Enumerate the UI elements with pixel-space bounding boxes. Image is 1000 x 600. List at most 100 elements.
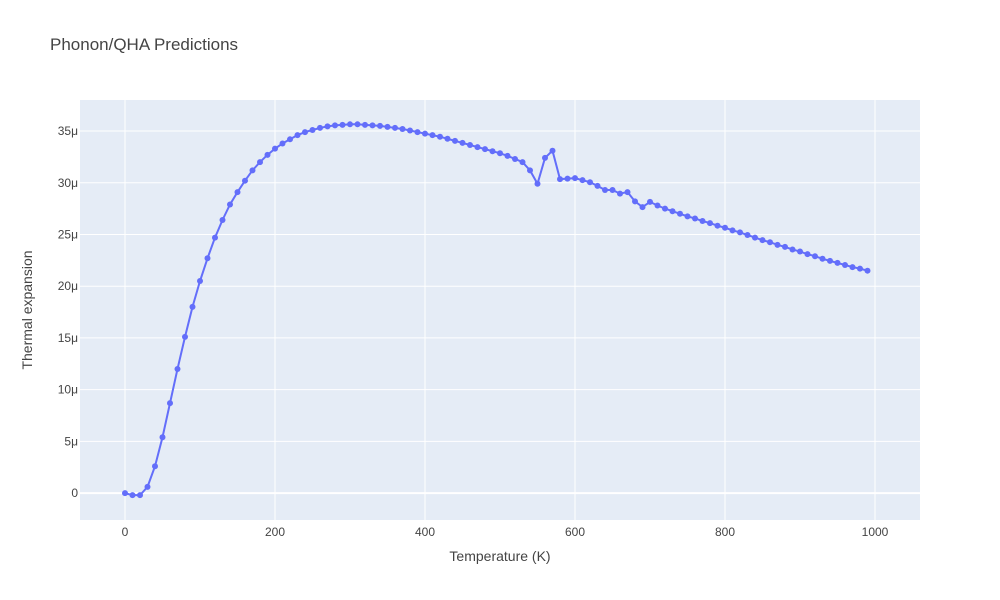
data-point bbox=[512, 155, 518, 162]
data-point bbox=[309, 127, 316, 133]
data-point bbox=[204, 255, 211, 262]
data-point bbox=[797, 248, 803, 255]
data-point bbox=[317, 124, 323, 131]
data-point bbox=[392, 124, 398, 131]
data-point bbox=[257, 159, 263, 166]
data-point bbox=[752, 234, 758, 241]
data-point bbox=[399, 125, 406, 132]
data-point bbox=[122, 490, 128, 497]
x-tick-label: 800 bbox=[715, 525, 735, 539]
data-point bbox=[774, 241, 781, 248]
data-point bbox=[849, 264, 856, 271]
data-point bbox=[302, 129, 308, 136]
data-point bbox=[759, 237, 766, 244]
y-axis-title: Thermal expansion bbox=[19, 250, 35, 369]
data-point bbox=[587, 179, 593, 186]
data-point bbox=[369, 122, 376, 129]
data-point bbox=[197, 278, 203, 285]
data-point bbox=[624, 189, 631, 196]
data-point bbox=[362, 121, 368, 128]
data-point bbox=[294, 132, 301, 139]
y-tick-label: 20μ bbox=[58, 279, 78, 293]
data-point bbox=[804, 251, 811, 258]
data-point bbox=[129, 492, 136, 499]
data-point bbox=[347, 121, 353, 128]
data-point bbox=[212, 234, 218, 241]
x-axis-title: Temperature (K) bbox=[449, 548, 550, 564]
data-point bbox=[234, 189, 241, 196]
data-point bbox=[542, 154, 548, 161]
data-point bbox=[429, 132, 436, 139]
data-point bbox=[609, 187, 616, 193]
data-point bbox=[842, 262, 848, 268]
y-tick-label: 10μ bbox=[58, 383, 78, 397]
x-tick-label: 200 bbox=[265, 525, 285, 539]
data-point bbox=[834, 259, 841, 266]
data-point bbox=[557, 176, 563, 183]
data-point bbox=[692, 215, 698, 222]
data-point bbox=[152, 463, 158, 470]
data-point bbox=[654, 202, 661, 209]
data-point bbox=[519, 159, 526, 166]
data-point bbox=[617, 190, 623, 197]
data-point bbox=[332, 122, 338, 129]
data-point bbox=[594, 182, 601, 189]
data-point bbox=[497, 150, 503, 157]
data-point bbox=[227, 201, 233, 208]
data-point bbox=[662, 205, 668, 212]
series-line bbox=[124, 123, 868, 497]
data-point bbox=[767, 239, 773, 246]
data-point bbox=[467, 142, 473, 148]
data-point bbox=[377, 122, 383, 129]
data-point bbox=[159, 434, 166, 441]
x-axis-ticks: 0 200 400 600 800 1000 bbox=[122, 525, 889, 539]
data-point bbox=[579, 177, 586, 184]
data-point bbox=[782, 243, 788, 250]
y-tick-label: 30μ bbox=[58, 176, 78, 190]
data-point bbox=[864, 267, 871, 274]
x-tick-label: 1000 bbox=[862, 525, 889, 539]
data-point bbox=[549, 147, 556, 154]
x-tick-label: 600 bbox=[565, 525, 585, 539]
data-point bbox=[729, 227, 736, 234]
data-point bbox=[137, 492, 143, 499]
data-point bbox=[219, 217, 226, 223]
data-point bbox=[639, 204, 646, 211]
data-point bbox=[414, 129, 421, 136]
data-point bbox=[812, 253, 818, 260]
chart-title: Phonon/QHA Predictions bbox=[50, 35, 238, 54]
data-point bbox=[602, 187, 608, 193]
y-axis-ticks: 0 5μ 10μ 15μ 20μ 25μ 30μ 35μ bbox=[58, 124, 79, 500]
data-point bbox=[669, 208, 676, 215]
data-point bbox=[699, 218, 706, 225]
x-tick-label: 400 bbox=[415, 525, 435, 539]
data-point bbox=[737, 229, 743, 236]
data-point bbox=[677, 210, 683, 217]
data-point bbox=[647, 198, 653, 205]
data-point bbox=[534, 180, 541, 187]
y-gridlines bbox=[80, 130, 920, 495]
data-point bbox=[182, 333, 188, 340]
data-point bbox=[324, 123, 331, 130]
data-point bbox=[249, 167, 256, 174]
data-point bbox=[339, 121, 346, 128]
data-point bbox=[632, 198, 638, 205]
data-point bbox=[489, 148, 496, 155]
data-point bbox=[722, 224, 728, 231]
data-point bbox=[819, 255, 826, 262]
data-point bbox=[444, 135, 451, 142]
data-point bbox=[827, 257, 833, 264]
data-point bbox=[459, 139, 466, 146]
data-point bbox=[452, 137, 458, 144]
data-point bbox=[857, 265, 863, 272]
data-point bbox=[287, 136, 293, 143]
data-point bbox=[272, 145, 278, 152]
data-point bbox=[354, 121, 361, 128]
data-point bbox=[407, 127, 413, 134]
data-point bbox=[474, 144, 481, 151]
data-point bbox=[422, 130, 428, 137]
data-point bbox=[564, 175, 571, 182]
data-point bbox=[242, 177, 248, 184]
data-point bbox=[707, 220, 713, 227]
